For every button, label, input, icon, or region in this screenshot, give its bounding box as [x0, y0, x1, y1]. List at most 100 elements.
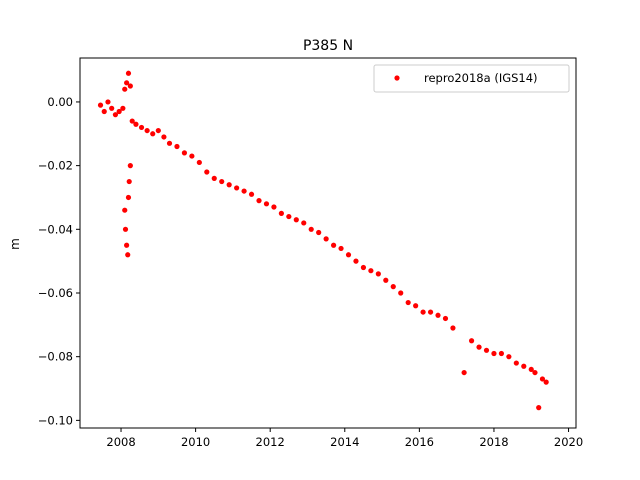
- data-point: [150, 131, 156, 137]
- data-point: [189, 153, 195, 159]
- data-point: [248, 191, 255, 197]
- data-points: [97, 70, 549, 411]
- data-point: [413, 303, 419, 309]
- data-point: [116, 108, 122, 115]
- plot-frame: [79, 57, 577, 429]
- y-tick-label: −0.04: [38, 222, 73, 236]
- data-point: [112, 112, 119, 118]
- legend-marker: [394, 75, 400, 81]
- data-point: [124, 242, 130, 248]
- y-tick-label: −0.02: [38, 159, 73, 173]
- data-point: [521, 363, 527, 369]
- data-point: [338, 245, 344, 252]
- data-point: [241, 188, 247, 194]
- y-axis-label: m: [8, 238, 22, 250]
- legend-label: repro2018a (IGS14): [424, 71, 538, 85]
- data-point: [345, 252, 352, 258]
- data-point: [124, 80, 130, 86]
- data-point: [532, 369, 538, 376]
- data-point: [368, 268, 374, 274]
- data-point: [181, 150, 188, 156]
- data-point: [129, 118, 135, 124]
- legend: repro2018a (IGS14): [373, 64, 570, 93]
- data-point: [483, 347, 490, 353]
- data-point: [491, 350, 497, 357]
- data-point: [506, 354, 512, 360]
- data-point: [323, 236, 329, 242]
- x-tick-label: 2016: [405, 435, 434, 449]
- data-point: [442, 315, 449, 322]
- data-point: [498, 350, 505, 357]
- data-point: [316, 229, 322, 236]
- data-point: [468, 338, 475, 344]
- data-point: [155, 127, 161, 134]
- data-point: [211, 175, 217, 181]
- data-point: [543, 379, 549, 385]
- x-tick-label: 2014: [330, 435, 359, 449]
- data-point: [127, 163, 133, 169]
- data-point: [308, 226, 314, 232]
- data-point: [286, 213, 292, 220]
- data-point: [105, 99, 111, 105]
- data-point: [398, 290, 404, 296]
- data-point: [219, 178, 225, 185]
- data-point: [122, 207, 128, 213]
- data-point: [271, 204, 277, 210]
- data-point: [263, 201, 270, 207]
- data-point: [301, 220, 307, 226]
- data-point: [122, 86, 128, 92]
- data-point: [536, 405, 542, 411]
- data-point: [330, 242, 337, 248]
- y-tick-label: −0.06: [38, 286, 73, 300]
- data-point: [256, 198, 262, 204]
- data-point: [122, 226, 129, 232]
- x-tick-label: 2008: [106, 435, 135, 449]
- data-point: [125, 252, 131, 258]
- data-point: [461, 369, 467, 376]
- data-point: [375, 271, 381, 277]
- data-point: [125, 70, 132, 76]
- data-point: [390, 284, 396, 290]
- y-tick-label: 0.00: [47, 95, 73, 109]
- data-point: [109, 105, 115, 111]
- data-point: [226, 182, 232, 188]
- x-axis-ticks: 2008 2010 2012 2014 2016 2018 2020: [106, 428, 583, 449]
- x-tick-label: 2010: [181, 435, 210, 449]
- data-point: [126, 178, 132, 185]
- legend-box: [373, 64, 570, 93]
- data-point: [528, 366, 534, 373]
- data-point: [353, 258, 359, 264]
- data-point: [383, 277, 389, 283]
- data-point: [125, 194, 132, 201]
- y-axis-ticks: 0.00 −0.02 −0.04 −0.06 −0.08 −0.10: [38, 95, 80, 427]
- data-point: [138, 124, 145, 131]
- data-point: [427, 309, 434, 315]
- data-point: [204, 169, 210, 175]
- data-point: [435, 312, 441, 318]
- data-point: [360, 264, 367, 271]
- data-point: [405, 299, 411, 306]
- data-point: [161, 134, 167, 140]
- x-tick-label: 2012: [256, 435, 285, 449]
- data-point: [133, 121, 139, 127]
- data-point: [120, 105, 126, 111]
- data-point: [196, 159, 202, 166]
- x-tick-label: 2018: [479, 435, 508, 449]
- data-point: [127, 83, 133, 89]
- y-tick-label: −0.08: [38, 350, 73, 364]
- data-point: [97, 102, 104, 108]
- data-point: [278, 210, 284, 216]
- data-point: [144, 127, 150, 134]
- data-point: [513, 360, 519, 366]
- chart-title: P385 N: [303, 38, 353, 54]
- data-point: [166, 140, 173, 146]
- y-tick-label: −0.10: [38, 413, 73, 427]
- data-point: [293, 217, 299, 223]
- x-tick-label: 2020: [554, 435, 583, 449]
- data-point: [174, 143, 180, 150]
- data-point: [450, 325, 456, 331]
- data-point: [539, 376, 546, 382]
- data-point: [420, 309, 426, 315]
- data-point: [476, 344, 482, 350]
